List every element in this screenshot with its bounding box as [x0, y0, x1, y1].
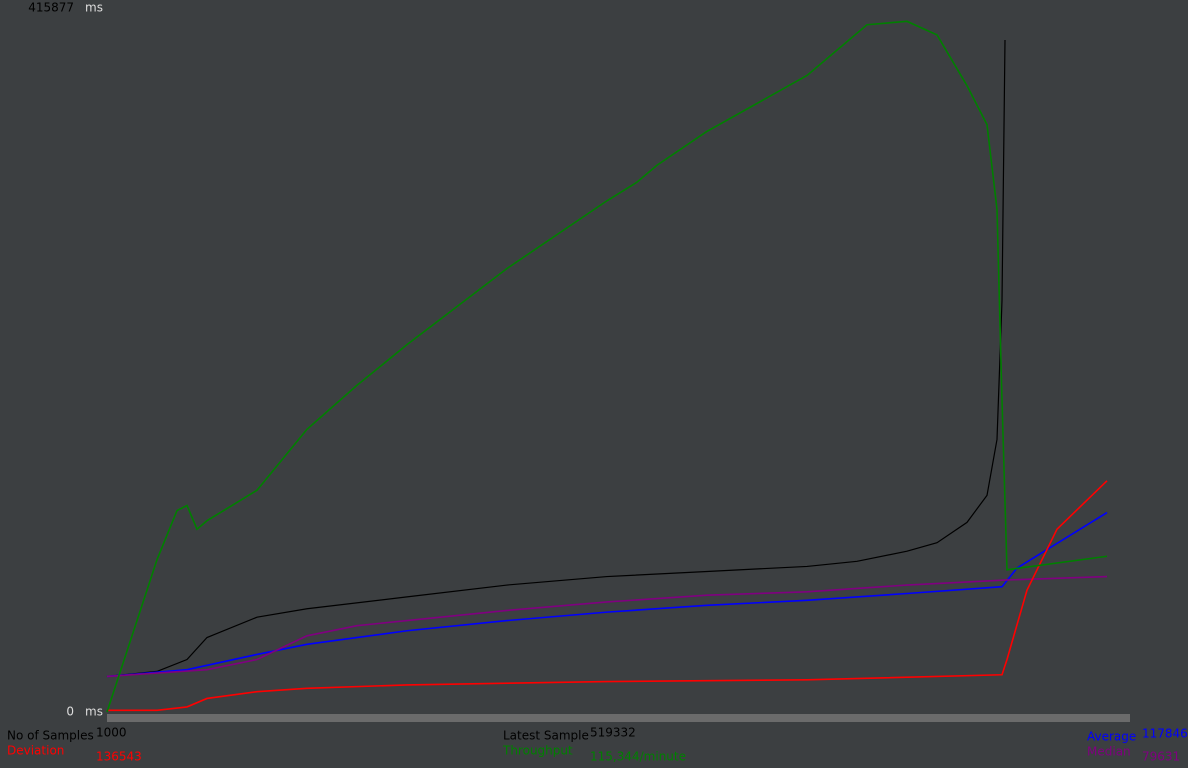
- legend-label: Average: [1087, 730, 1136, 744]
- legend-label: Median: [1087, 745, 1131, 759]
- series-line: [107, 480, 1108, 712]
- series-line: [106, 39, 1006, 678]
- legend-value: 136543: [96, 750, 142, 764]
- legend-label: Throughput: [502, 744, 573, 758]
- samples-value: 1000: [96, 726, 127, 740]
- y-unit: ms: [85, 705, 103, 719]
- latest-sample-label: Latest Sample: [503, 729, 589, 743]
- legend-value: 117846: [1142, 727, 1188, 741]
- legend-value: 115,344/minute: [590, 750, 686, 764]
- scroll-bar: [107, 714, 1130, 722]
- series-line: [106, 20, 1108, 713]
- series-line: [106, 511, 1108, 678]
- y-tick-label: 415877: [28, 1, 74, 15]
- latest-sample-value: 519332: [590, 726, 636, 740]
- series-line: [106, 575, 1108, 678]
- y-unit: ms: [85, 1, 103, 15]
- legend-value: 79631: [1142, 750, 1180, 764]
- legend-label: Deviation: [7, 744, 64, 758]
- y-tick-label: 0: [66, 705, 74, 719]
- samples-label: No of Samples: [7, 729, 94, 743]
